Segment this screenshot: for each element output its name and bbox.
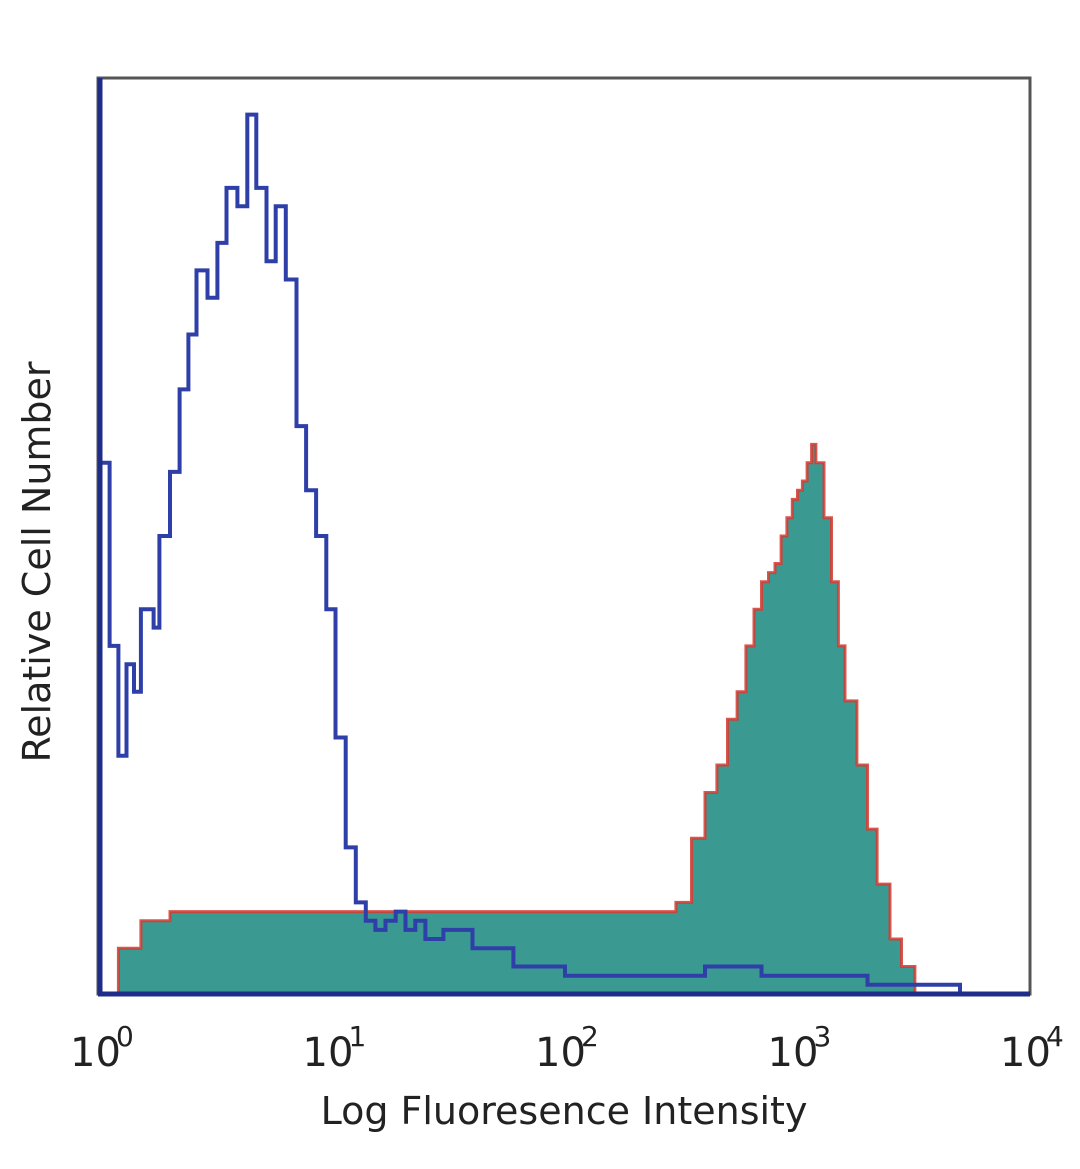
series-1-edge [100,442,1030,996]
x-tick-exponent: 1 [349,1020,367,1053]
x-tick-exponent: 0 [116,1020,134,1053]
x-tick-base: 10 [1000,1030,1051,1076]
x-tick-exponent: 4 [1046,1020,1064,1053]
x-tick-labels: 100 101 102 103 104 [70,1020,1064,1076]
x-tick-label-4: 104 [1000,1020,1064,1076]
x-tick-label-3: 103 [768,1020,832,1076]
x-tick-label-0: 100 [70,1020,134,1076]
plot-frame [96,76,1032,996]
x-tick-base: 10 [303,1030,354,1076]
x-tick-label-1: 101 [303,1020,367,1076]
x-tick-exponent: 3 [814,1020,832,1053]
plot-layer [100,112,1030,996]
x-tick-label-2: 102 [535,1020,599,1076]
x-tick-base: 10 [70,1030,121,1076]
series-1-fill [100,444,1030,994]
x-tick-exponent: 2 [581,1020,599,1053]
series-0-line [100,112,1030,996]
x-tick-base: 10 [535,1030,586,1076]
x-axis-title: Log Fluoresence Intensity [321,1089,808,1133]
x-tick-base: 10 [768,1030,819,1076]
y-axis-title: Relative Cell Number [15,361,59,762]
